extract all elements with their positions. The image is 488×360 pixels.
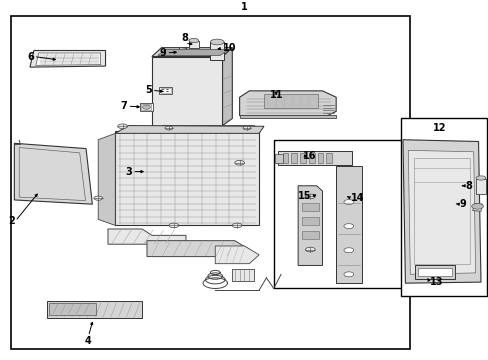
Text: 14: 14 xyxy=(350,193,364,203)
Polygon shape xyxy=(402,140,480,283)
Ellipse shape xyxy=(232,223,242,228)
Bar xyxy=(210,42,224,60)
Ellipse shape xyxy=(343,199,353,204)
Text: 9: 9 xyxy=(160,48,166,58)
Polygon shape xyxy=(215,246,259,264)
Ellipse shape xyxy=(188,39,198,43)
Bar xyxy=(161,125,254,131)
Polygon shape xyxy=(335,166,361,283)
Polygon shape xyxy=(98,133,115,225)
Bar xyxy=(49,303,96,315)
Bar xyxy=(282,153,288,163)
Bar xyxy=(302,203,318,211)
Bar xyxy=(413,158,469,264)
Text: 1: 1 xyxy=(241,2,247,12)
Polygon shape xyxy=(36,53,101,66)
Text: 9: 9 xyxy=(458,199,465,209)
Polygon shape xyxy=(115,126,264,133)
Text: 13: 13 xyxy=(429,277,443,287)
Polygon shape xyxy=(239,91,335,116)
Bar xyxy=(140,103,153,111)
Bar xyxy=(302,231,318,239)
Bar xyxy=(414,265,454,279)
Bar xyxy=(115,131,259,225)
Ellipse shape xyxy=(168,223,178,228)
Polygon shape xyxy=(14,143,92,204)
Text: 3: 3 xyxy=(125,167,132,177)
Text: 5: 5 xyxy=(145,85,152,95)
Polygon shape xyxy=(152,57,222,126)
Ellipse shape xyxy=(94,196,102,200)
Bar xyxy=(273,140,409,288)
Ellipse shape xyxy=(343,248,353,253)
Text: 8: 8 xyxy=(465,181,471,191)
Bar xyxy=(475,179,485,194)
Ellipse shape xyxy=(305,247,315,252)
Polygon shape xyxy=(152,48,232,57)
Polygon shape xyxy=(108,229,185,244)
Bar xyxy=(400,118,487,296)
Polygon shape xyxy=(158,49,228,55)
Polygon shape xyxy=(222,48,232,126)
Bar xyxy=(302,217,318,225)
Ellipse shape xyxy=(164,126,172,130)
Polygon shape xyxy=(472,203,482,211)
Text: 4: 4 xyxy=(85,336,92,346)
Ellipse shape xyxy=(162,91,163,92)
Bar xyxy=(232,269,254,282)
Bar xyxy=(277,151,351,165)
Ellipse shape xyxy=(118,124,127,129)
Bar xyxy=(308,153,314,163)
Polygon shape xyxy=(47,301,142,318)
Bar xyxy=(317,153,323,163)
Polygon shape xyxy=(239,115,335,118)
Text: 6: 6 xyxy=(27,51,34,62)
Ellipse shape xyxy=(243,126,250,130)
Bar xyxy=(300,153,305,163)
Polygon shape xyxy=(407,150,475,274)
Text: 15: 15 xyxy=(298,192,311,201)
Polygon shape xyxy=(147,241,249,257)
Bar xyxy=(417,267,451,276)
Bar xyxy=(291,153,297,163)
Text: 12: 12 xyxy=(432,123,446,133)
Bar xyxy=(11,16,409,349)
Ellipse shape xyxy=(471,203,483,209)
Bar xyxy=(274,154,282,163)
Ellipse shape xyxy=(305,194,315,199)
Ellipse shape xyxy=(166,91,168,92)
Ellipse shape xyxy=(343,272,353,277)
Ellipse shape xyxy=(475,176,485,180)
Bar xyxy=(141,104,151,110)
Text: 7: 7 xyxy=(121,101,127,111)
Polygon shape xyxy=(177,48,186,53)
Text: 8: 8 xyxy=(181,33,188,43)
Polygon shape xyxy=(30,50,105,67)
Bar xyxy=(188,41,198,48)
Text: 2: 2 xyxy=(9,216,15,226)
Text: 10: 10 xyxy=(222,43,236,53)
Bar xyxy=(326,153,331,163)
Ellipse shape xyxy=(142,105,150,109)
Polygon shape xyxy=(298,186,322,265)
Bar xyxy=(160,88,170,93)
Ellipse shape xyxy=(162,89,163,90)
Text: 16: 16 xyxy=(303,151,316,161)
Bar xyxy=(264,94,317,108)
Text: 11: 11 xyxy=(269,90,283,100)
Ellipse shape xyxy=(234,161,244,165)
Ellipse shape xyxy=(343,224,353,229)
Ellipse shape xyxy=(166,89,168,90)
Bar xyxy=(159,87,172,94)
Ellipse shape xyxy=(210,39,224,45)
